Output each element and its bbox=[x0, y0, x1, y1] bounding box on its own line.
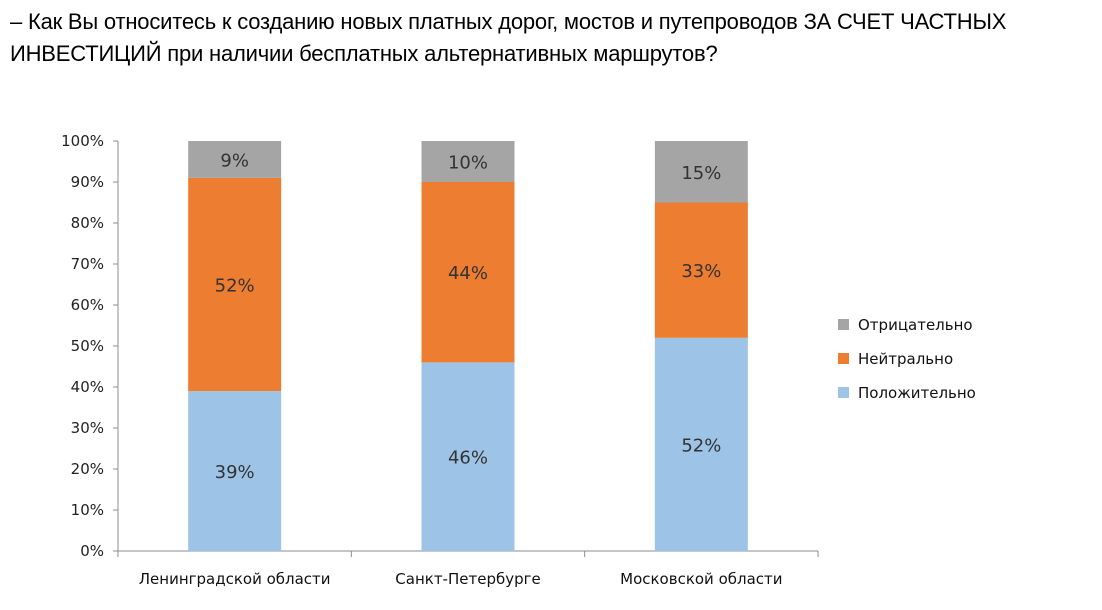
y-tick-label: 20% bbox=[71, 460, 104, 478]
y-tick-label: 60% bbox=[71, 296, 104, 314]
legend-swatch bbox=[838, 319, 849, 330]
legend-swatch bbox=[838, 353, 849, 364]
bar-segment bbox=[188, 177, 282, 392]
data-label: 9% bbox=[220, 150, 249, 171]
chart-axes: 0% 10% 20% 30% 40% 50% 60% 70% 80% 90% 100% Ленингр… bbox=[61, 132, 819, 588]
data-label: 15% bbox=[681, 163, 721, 184]
bar-segment bbox=[188, 391, 282, 551]
bar-segment bbox=[421, 362, 515, 551]
chart-legend: Отрицательно Нейтрально Положительно bbox=[838, 316, 976, 402]
bar-segment bbox=[421, 141, 515, 182]
legend-swatch bbox=[838, 387, 849, 398]
bar-segment bbox=[654, 202, 748, 338]
y-tick-label: 90% bbox=[71, 173, 104, 191]
y-tick-label: 80% bbox=[71, 214, 104, 232]
legend-label: Отрицательно bbox=[858, 316, 973, 334]
chart-data-labels: 39% 52% 9% 46% 44% 10% 52% 33% 15% bbox=[215, 150, 722, 483]
y-tick-label: 70% bbox=[71, 255, 104, 273]
data-label: 52% bbox=[215, 276, 255, 297]
y-tick-label: 30% bbox=[71, 419, 104, 437]
bar-segment bbox=[188, 141, 282, 178]
data-label: 33% bbox=[681, 261, 721, 282]
bar-segment bbox=[421, 182, 515, 363]
legend-label: Нейтрально bbox=[858, 350, 953, 368]
y-tick-label: 10% bbox=[71, 501, 104, 519]
bar-segment bbox=[654, 141, 748, 203]
data-label: 52% bbox=[681, 435, 721, 456]
x-category-label: Московской области bbox=[620, 570, 782, 588]
legend-label: Положительно bbox=[858, 384, 976, 402]
data-label: 46% bbox=[448, 448, 488, 469]
y-tick-label: 100% bbox=[61, 132, 104, 150]
y-tick-label: 50% bbox=[71, 337, 104, 355]
chart-title: – Как Вы относитесь к созданию новых пла… bbox=[10, 9, 1007, 66]
bar-segment bbox=[654, 337, 748, 551]
data-label: 39% bbox=[215, 462, 255, 483]
y-tick-label: 0% bbox=[80, 542, 104, 560]
chart-bars bbox=[188, 141, 748, 551]
y-tick-label: 40% bbox=[71, 378, 104, 396]
x-category-label: Ленинградской области bbox=[139, 570, 331, 588]
data-label: 44% bbox=[448, 263, 488, 284]
data-label: 10% bbox=[448, 153, 488, 174]
x-category-label: Санкт-Петербурге bbox=[395, 570, 540, 588]
